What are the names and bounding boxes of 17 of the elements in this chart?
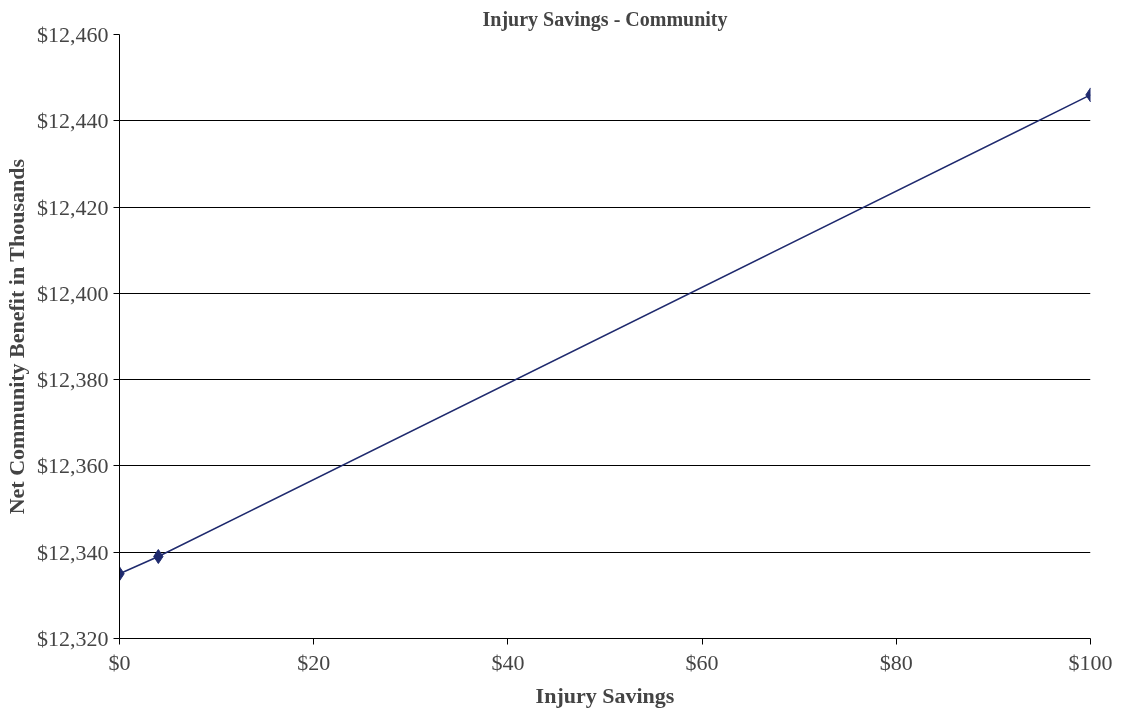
x-tick-label: $100 [1068,649,1113,675]
y-tick-label: $12,420 [37,194,109,220]
y-tick-label: $12,340 [37,539,109,565]
y-axis-title: Net Community Benefit in Thousands [4,158,29,515]
y-tick-label: $12,400 [37,280,109,306]
x-tick-label: $20 [297,649,331,675]
y-tick-label: $12,360 [37,453,109,479]
y-tick-label: $12,460 [37,22,109,47]
x-tick-label: $40 [491,649,525,675]
chart-title: Injury Savings - Community [482,7,728,31]
y-tick-label: $12,440 [37,108,109,134]
x-tick-label: $60 [685,649,719,675]
y-tick-label: $12,380 [37,367,109,393]
x-tick-label: $80 [879,649,913,675]
x-axis-title: Injury Savings [535,682,675,708]
x-tick-label: $0 [108,649,131,675]
y-tick-label: $12,320 [37,626,109,651]
